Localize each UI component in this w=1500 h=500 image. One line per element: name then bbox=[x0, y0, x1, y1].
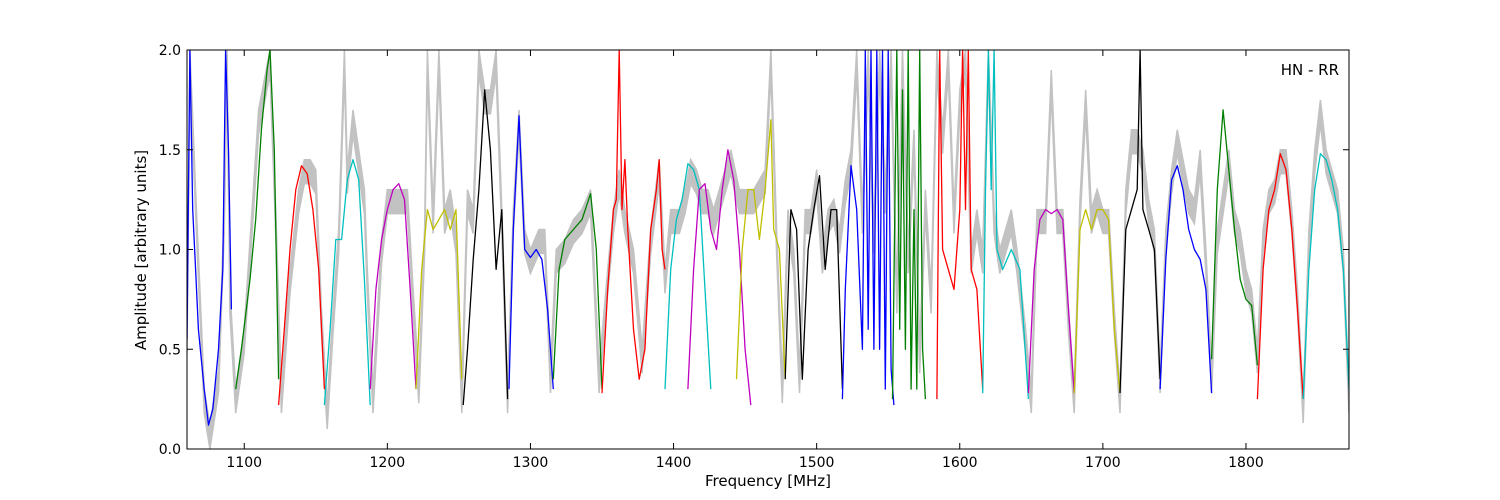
series-line-19 bbox=[1027, 208, 1075, 394]
x-tick-label: 1300 bbox=[513, 455, 549, 471]
x-tick-label: 1200 bbox=[370, 455, 406, 471]
series-line-11 bbox=[664, 163, 712, 390]
series-line-18 bbox=[982, 50, 1030, 400]
series-line-1 bbox=[187, 50, 233, 426]
y-tick-label: 0.5 bbox=[159, 342, 181, 358]
annotation-label: HN - RR bbox=[1281, 61, 1339, 79]
series-line-8 bbox=[508, 115, 554, 390]
series-line-24 bbox=[1256, 153, 1304, 400]
y-tick-label: 1.0 bbox=[159, 243, 181, 259]
series-line-3 bbox=[277, 165, 326, 406]
series-line-20 bbox=[1073, 208, 1121, 394]
series-line-10 bbox=[601, 50, 666, 394]
background-trace bbox=[187, 50, 1349, 449]
y-tick-label: 1.5 bbox=[159, 143, 181, 159]
series-line-9 bbox=[552, 192, 603, 390]
series-line-7 bbox=[462, 89, 509, 406]
series-line-14 bbox=[784, 175, 844, 390]
x-tick-label: 1700 bbox=[1085, 455, 1121, 471]
x-tick-label: 1100 bbox=[226, 455, 262, 471]
series-line-13 bbox=[735, 119, 786, 380]
series-line-2 bbox=[235, 50, 280, 390]
series-line-21 bbox=[1119, 50, 1161, 394]
x-tick-label: 1800 bbox=[1228, 455, 1264, 471]
plot-area bbox=[187, 50, 1349, 449]
series-line-4 bbox=[323, 159, 371, 406]
series-line-23 bbox=[1210, 109, 1259, 366]
y-tick-label: 0.0 bbox=[159, 442, 181, 458]
series-line-25 bbox=[1302, 153, 1349, 400]
series-line-5 bbox=[369, 183, 417, 390]
series-line-12 bbox=[687, 149, 752, 406]
series-line-6 bbox=[415, 208, 463, 390]
x-tick-label: 1600 bbox=[942, 455, 978, 471]
series-line-22 bbox=[1159, 165, 1213, 394]
x-axis-title: Frequency [MHz] bbox=[705, 472, 831, 490]
series-line-16 bbox=[891, 50, 927, 400]
series-line-15 bbox=[841, 50, 895, 406]
x-tick-label: 1500 bbox=[799, 455, 835, 471]
y-tick-label: 2.0 bbox=[159, 43, 181, 59]
x-tick-label: 1400 bbox=[656, 455, 692, 471]
y-axis-title: Amplitude [arbitrary units] bbox=[132, 150, 150, 350]
y-axis: 0.0 0.5 1.0 1.5 2.0 bbox=[159, 43, 1349, 458]
series-line-17 bbox=[936, 50, 984, 400]
x-axis: 1100 1200 1300 1400 1500 1600 1700 1800 bbox=[226, 50, 1264, 471]
